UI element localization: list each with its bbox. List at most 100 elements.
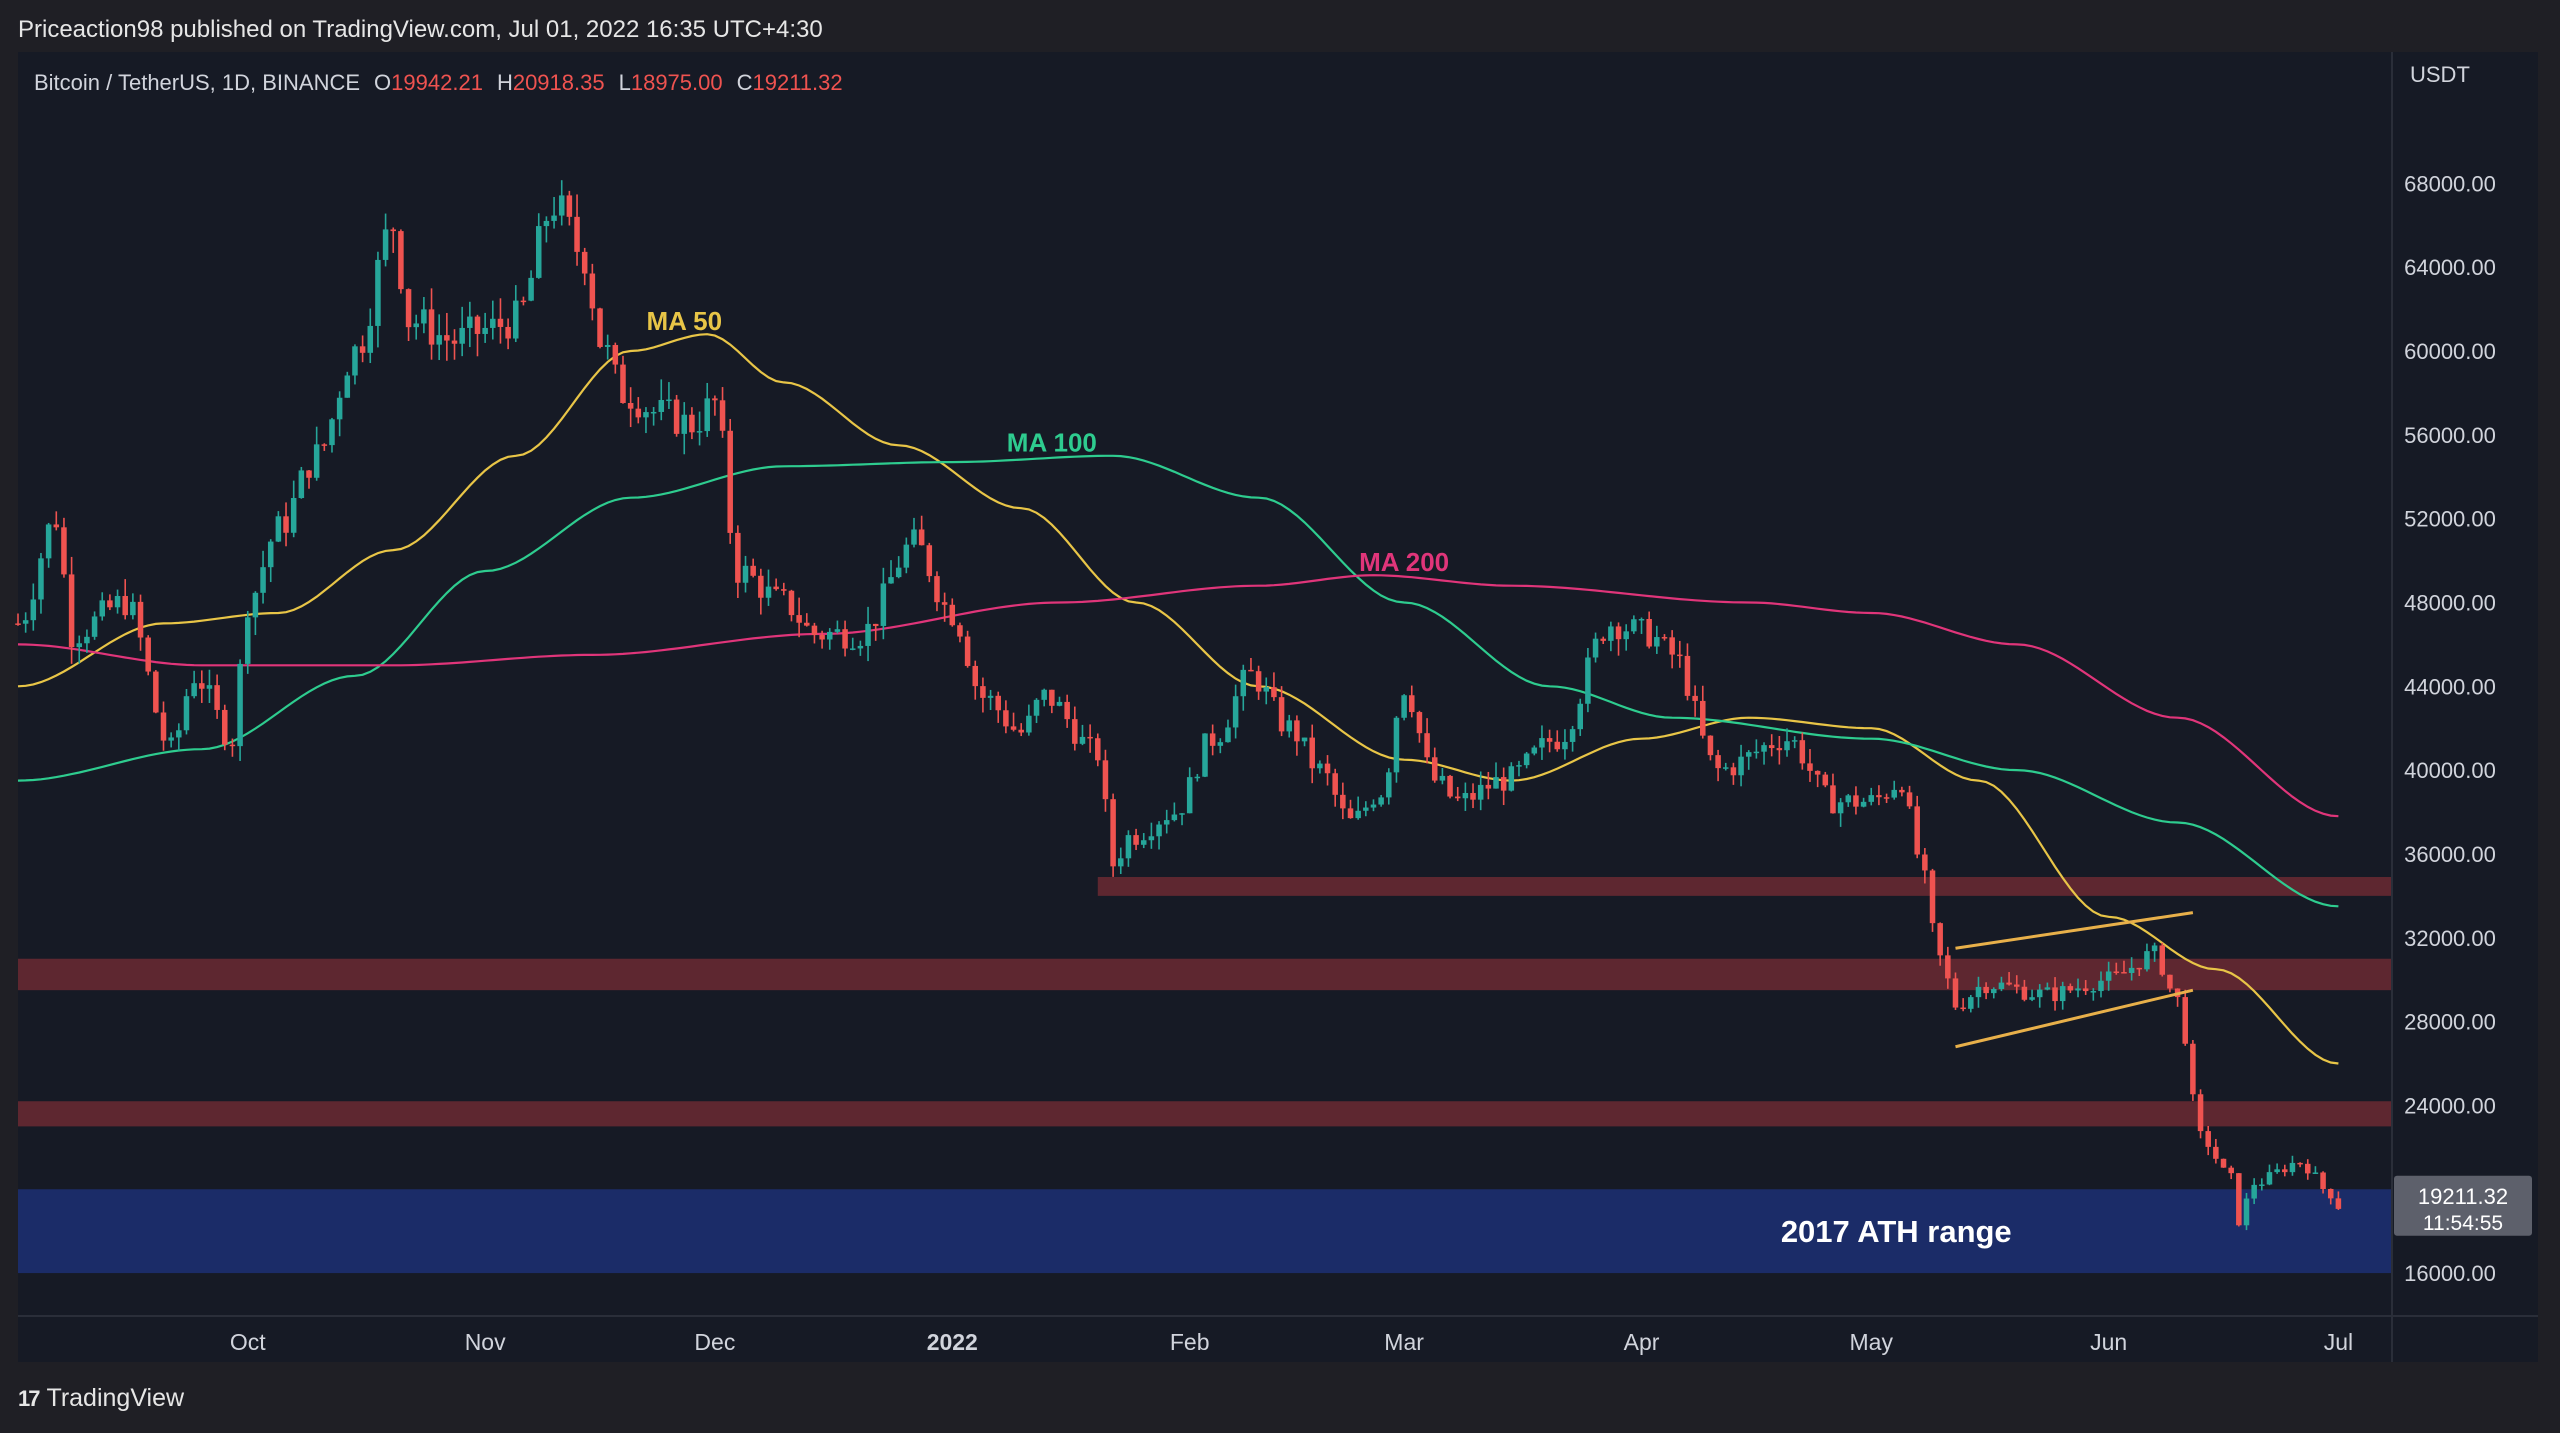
- candle-body: [1585, 657, 1591, 704]
- candle-body: [1301, 737, 1308, 742]
- candle-body: [451, 340, 458, 344]
- time-tick-label: 2022: [927, 1329, 978, 1355]
- candle-body: [758, 575, 764, 598]
- candle-body: [903, 544, 910, 568]
- candle-body: [1523, 753, 1530, 766]
- time-tick-label: Mar: [1384, 1329, 1424, 1355]
- price-tick-label: 48000.00: [2404, 590, 2496, 615]
- candle-body: [849, 648, 856, 650]
- candle-body: [1493, 777, 1499, 789]
- candles-layer: [15, 180, 2342, 1231]
- candle-body: [1332, 773, 1338, 795]
- candle-body: [252, 592, 259, 618]
- candle-body: [1891, 789, 1897, 798]
- candle-body: [206, 685, 213, 689]
- candle-body: [405, 289, 412, 328]
- candle-body: [2044, 987, 2051, 990]
- candle-body: [1217, 742, 1224, 746]
- candle-body: [107, 600, 113, 608]
- candle-body: [428, 309, 435, 345]
- candle-body: [1669, 637, 1675, 655]
- candle-body: [918, 529, 925, 546]
- candle-body: [1929, 870, 1936, 924]
- candle-body: [237, 663, 243, 747]
- candle-body: [168, 737, 174, 741]
- candle-body: [673, 399, 680, 434]
- candle-body: [857, 645, 864, 649]
- pattern-layer: [1955, 911, 2194, 1049]
- candle-body: [145, 637, 151, 672]
- ma-line-ma50: [17, 333, 2339, 1065]
- candle-body: [1232, 696, 1239, 728]
- candle-body: [1516, 765, 1522, 767]
- candle-body: [1317, 763, 1323, 769]
- candle-body: [612, 345, 619, 365]
- candle-body: [444, 335, 450, 341]
- candle-body: [1753, 751, 1760, 754]
- candle-body: [275, 516, 282, 542]
- candle-body: [1952, 978, 1959, 1008]
- candle-body: [2090, 991, 2097, 993]
- current-price-label: 19211.32: [2418, 1184, 2508, 1209]
- candle-body: [1186, 777, 1193, 814]
- flag-lower-line: [1955, 988, 2194, 1049]
- candle-body: [1722, 767, 1729, 769]
- candle-body: [1745, 752, 1752, 757]
- tradingview-logo[interactable]: 17 TradingView: [18, 1384, 184, 1413]
- candle-body: [2144, 951, 2150, 970]
- candle-body: [1409, 695, 1415, 713]
- candle-body: [543, 220, 550, 227]
- chart-frame[interactable]: [18, 52, 2538, 1362]
- candle-body: [260, 567, 266, 593]
- candle-body: [1853, 795, 1859, 807]
- candle-body: [804, 622, 810, 626]
- candle-body: [114, 596, 121, 608]
- candle-body: [2297, 1162, 2303, 1165]
- candle-body: [1056, 701, 1063, 706]
- candle-body: [1623, 631, 1629, 640]
- candle-body: [1968, 997, 1974, 1009]
- candle-body: [1271, 687, 1277, 698]
- candle-body: [2251, 1184, 2257, 1199]
- candle-body: [1807, 763, 1813, 771]
- candle-body: [459, 327, 465, 344]
- chart-labels-layer: MA 50 MA 100 MA 200: [646, 306, 1449, 577]
- candle-body: [1110, 799, 1116, 867]
- candle-body: [375, 259, 381, 326]
- candle-body: [1156, 824, 1162, 837]
- candle-body: [957, 625, 963, 637]
- candle-body: [183, 696, 190, 731]
- candle-body: [199, 683, 205, 689]
- candle-body: [1286, 720, 1292, 732]
- candle-body: [926, 545, 933, 577]
- candle-body: [1324, 763, 1331, 774]
- time-tick-label: Nov: [465, 1329, 506, 1355]
- low-label: L: [618, 70, 631, 95]
- candle-body: [834, 629, 841, 632]
- candle-body: [1661, 637, 1668, 639]
- candle-body: [635, 408, 642, 418]
- price-tick-label: 36000.00: [2404, 842, 2496, 867]
- candle-body: [1041, 689, 1047, 700]
- candle-body: [2228, 1167, 2234, 1174]
- candle-body: [474, 316, 481, 334]
- candle-body: [1998, 982, 2005, 990]
- price-tick-label: 16000.00: [2404, 1261, 2496, 1286]
- candle-body: [987, 695, 994, 698]
- candle-body: [589, 273, 596, 309]
- candle-body: [689, 414, 695, 433]
- candle-body: [1248, 669, 1254, 672]
- candle-body: [1638, 618, 1645, 621]
- candle-body: [1715, 755, 1721, 769]
- candle-body: [2243, 1198, 2250, 1226]
- candle-body: [2021, 986, 2028, 1000]
- candle-body: [2320, 1172, 2326, 1189]
- candle-body: [842, 629, 848, 649]
- candle-body: [1072, 719, 1078, 744]
- candle-body: [1531, 747, 1538, 754]
- candle-body: [30, 599, 37, 621]
- candle-body: [1424, 733, 1430, 758]
- candle-body: [1692, 695, 1698, 701]
- candle-body: [513, 300, 519, 339]
